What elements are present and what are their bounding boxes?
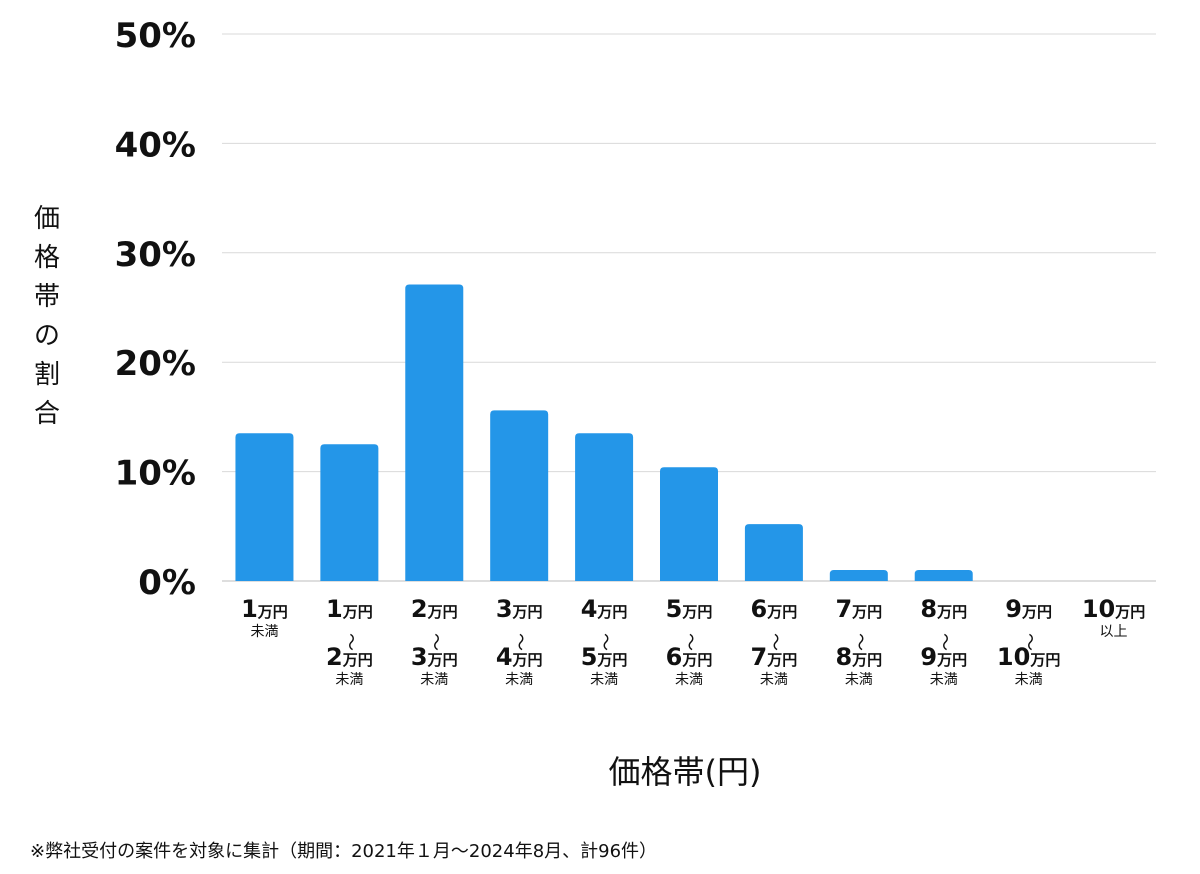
x-tick-label-amount: 3万円 — [411, 643, 458, 671]
bar — [914, 570, 973, 581]
x-tick-label-qualifier: 未満 — [1015, 672, 1043, 688]
x-tick-label-qualifier: 以上 — [1100, 624, 1128, 640]
x-tick-label-qualifier: 未満 — [505, 672, 533, 688]
y-axis-title-char: 帯 — [33, 282, 60, 312]
x-tick-label-qualifier: 未満 — [420, 672, 448, 688]
x-tick-label-range-mark: 〜 — [594, 633, 615, 651]
x-tick-label-qualifier: 未満 — [590, 672, 618, 688]
x-tick-label-amount: 1万円 — [241, 595, 288, 623]
x-tick-label-range-mark: 〜 — [849, 633, 870, 651]
bar — [829, 570, 888, 581]
x-tick-label-range-mark: 〜 — [339, 633, 360, 651]
y-axis-title-char: 合 — [33, 399, 60, 429]
x-tick-label-amount: 9万円 — [920, 643, 967, 671]
x-tick-label-amount: 3万円 — [496, 595, 543, 623]
x-tick-label-amount: 8万円 — [835, 643, 882, 671]
x-tick-label-range-mark: 〜 — [679, 633, 700, 651]
x-tick-label-amount: 6万円 — [751, 595, 798, 623]
x-tick-label-range-mark: 〜 — [1019, 633, 1040, 651]
x-tick-label-qualifier: 未満 — [675, 672, 703, 688]
bar — [744, 524, 803, 581]
x-tick-label-amount: 5万円 — [581, 643, 628, 671]
x-axis-title: 価格帯(円) — [608, 753, 762, 791]
y-tick-label: 30% — [115, 235, 196, 275]
bar — [490, 410, 549, 581]
x-tick-label-amount: 2万円 — [326, 643, 373, 671]
y-axis-title-char: の — [33, 321, 60, 351]
y-axis-title-char: 格 — [33, 243, 60, 273]
x-tick-label-range-mark: 〜 — [934, 633, 955, 651]
y-tick-label: 50% — [115, 16, 196, 56]
x-tick-label-amount: 10万円 — [1082, 595, 1145, 623]
bar — [320, 444, 379, 581]
x-tick-label-amount: 4万円 — [581, 595, 628, 623]
x-tick-label-amount: 6万円 — [666, 643, 713, 671]
bar — [575, 433, 634, 581]
x-tick-label-amount: 2万円 — [411, 595, 458, 623]
bar — [235, 433, 294, 581]
x-tick-label-amount: 9万円 — [1005, 595, 1052, 623]
bar — [405, 284, 464, 581]
y-axis-ticks: 0% 10% 20% 30% 40% 50% — [115, 16, 196, 603]
x-tick-label-qualifier: 未満 — [845, 672, 873, 688]
x-tick-label-qualifier: 未満 — [335, 672, 363, 688]
y-tick-label: 10% — [115, 454, 196, 494]
x-tick-label-range-mark: 〜 — [764, 633, 785, 651]
x-tick-label-qualifier: 未満 — [760, 672, 788, 688]
footnote: ※弊社受付の案件を対象に集計（期間：2021年１月〜2024年8月、計96件） — [30, 841, 658, 862]
x-tick-label-amount: 8万円 — [920, 595, 967, 623]
x-tick-label-amount: 1万円 — [326, 595, 373, 623]
y-axis-title-char: 価 — [33, 204, 60, 234]
x-tick-label-amount: 10万円 — [997, 643, 1060, 671]
y-tick-label: 20% — [115, 344, 196, 384]
x-tick-label-amount: 4万円 — [496, 643, 543, 671]
x-axis-ticks: 1万円未満1万円〜2万円未満2万円〜3万円未満3万円〜4万円未満4万円〜5万円未… — [241, 595, 1145, 688]
x-tick-label-amount: 5万円 — [666, 595, 713, 623]
bar-layer — [235, 284, 973, 581]
x-tick-label-qualifier: 未満 — [930, 672, 958, 688]
bar — [660, 467, 718, 581]
y-tick-label: 0% — [138, 563, 196, 603]
y-axis-title: 価格帯の割合 — [30, 200, 64, 434]
x-tick-label-range-mark: 〜 — [424, 633, 445, 651]
x-tick-label-range-mark: 〜 — [509, 633, 530, 651]
x-tick-label-amount: 7万円 — [835, 595, 882, 623]
y-axis-title-char: 割 — [33, 360, 60, 390]
y-tick-label: 40% — [115, 125, 196, 165]
x-tick-label-qualifier: 未満 — [250, 624, 278, 640]
x-tick-label-amount: 7万円 — [751, 643, 798, 671]
